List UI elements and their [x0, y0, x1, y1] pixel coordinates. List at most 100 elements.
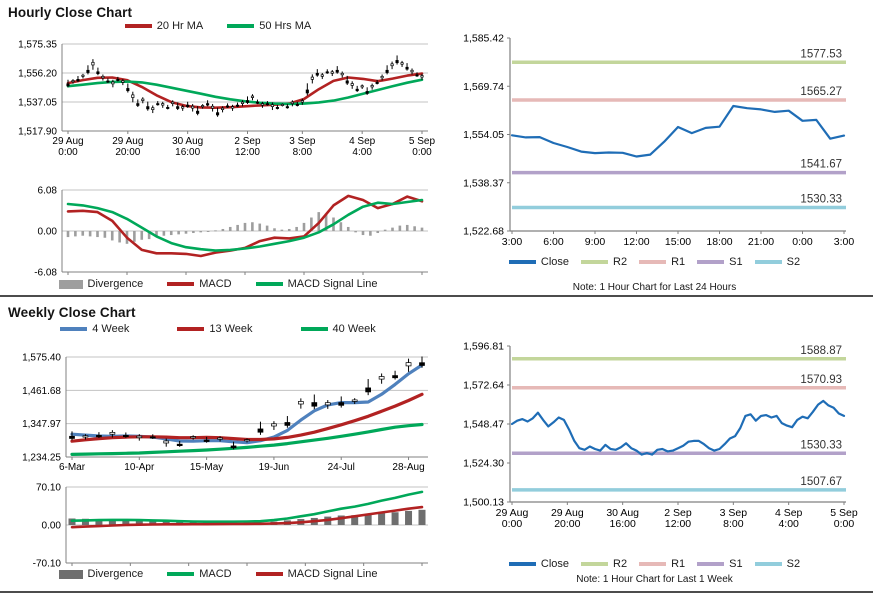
svg-text:29 Aug: 29 Aug — [496, 507, 529, 519]
svg-text:1,500.13: 1,500.13 — [463, 497, 504, 509]
legend-swatch — [177, 327, 205, 331]
legend-swatch — [508, 260, 536, 264]
legend-label: S2 — [786, 256, 801, 268]
legend-swatch — [255, 572, 283, 576]
svg-text:24-Jul: 24-Jul — [328, 462, 355, 473]
svg-text:1530.33: 1530.33 — [800, 439, 842, 451]
svg-text:1577.53: 1577.53 — [800, 48, 842, 60]
svg-text:8:00: 8:00 — [723, 518, 744, 530]
weekly-macd-chart: 70.10 0.00 -70.10 — [33, 483, 428, 570]
svg-text:3:00: 3:00 — [834, 236, 855, 248]
legend-item-divergence: Divergence — [58, 568, 143, 580]
legend-label: 13 Week — [209, 323, 253, 335]
svg-text:0:00: 0:00 — [412, 147, 432, 158]
legend-swatch — [124, 24, 152, 28]
svg-text:-70.10: -70.10 — [33, 559, 62, 570]
svg-text:9:00: 9:00 — [585, 236, 606, 248]
svg-text:1,596.81: 1,596.81 — [463, 341, 504, 353]
legend-swatch — [58, 279, 83, 289]
legend-swatch — [697, 260, 725, 264]
legend-label: Close — [540, 558, 570, 570]
hourly-section-title: Hourly Close Chart — [8, 5, 133, 20]
svg-text:1,538.37: 1,538.37 — [463, 177, 504, 189]
legend-swatch — [508, 562, 536, 566]
svg-text:28-Aug: 28-Aug — [392, 462, 424, 473]
svg-text:0.00: 0.00 — [38, 227, 58, 238]
legend-label: R2 — [613, 558, 628, 570]
svg-text:1541.67: 1541.67 — [800, 159, 842, 171]
svg-text:12:00: 12:00 — [235, 147, 260, 158]
svg-text:0:00: 0:00 — [502, 518, 523, 530]
svg-text:1,347.97: 1,347.97 — [22, 419, 61, 430]
svg-text:1,522.68: 1,522.68 — [463, 226, 504, 238]
legend-item-4-week: 4 Week — [60, 323, 129, 335]
svg-text:1,461.68: 1,461.68 — [22, 386, 61, 397]
legend-label: 50 Hrs MA — [259, 20, 312, 32]
svg-text:3 Sep: 3 Sep — [289, 136, 316, 147]
legend-swatch — [581, 260, 609, 264]
svg-text:1530.33: 1530.33 — [800, 193, 842, 205]
svg-text:1,537.05: 1,537.05 — [18, 98, 57, 109]
svg-text:6-Mar: 6-Mar — [59, 462, 86, 473]
svg-text:0:00: 0:00 — [792, 236, 813, 248]
svg-text:1,575.35: 1,575.35 — [18, 40, 57, 51]
legend-item-close: Close — [508, 256, 570, 268]
svg-text:4:00: 4:00 — [778, 518, 799, 530]
legend-label: R1 — [671, 256, 686, 268]
hourly-price-legend: 20 Hr MA 50 Hrs MA — [0, 20, 436, 32]
svg-text:1,575.40: 1,575.40 — [22, 353, 61, 364]
svg-text:1570.93: 1570.93 — [800, 374, 842, 386]
bottom-divider — [0, 591, 873, 593]
svg-text:1,548.47: 1,548.47 — [463, 419, 504, 431]
weekly-price-chart: 1,575.40 1,461.68 1,347.97 1,234.256-Mar 10-… — [22, 353, 428, 473]
legend-label: 40 Week — [332, 323, 376, 335]
svg-text:4 Sep: 4 Sep — [349, 136, 376, 147]
svg-text:18:00: 18:00 — [706, 236, 732, 248]
legend-swatch — [167, 282, 195, 286]
legend-item-40-week: 40 Week — [300, 323, 376, 335]
legend-item-r2: R2 — [581, 256, 627, 268]
svg-text:1,556.20: 1,556.20 — [18, 69, 57, 80]
hourly-pivot-note: Note: 1 Hour Chart for Last 24 Hours — [572, 282, 737, 293]
legend-label: MACD — [199, 568, 232, 580]
svg-text:10-Apr: 10-Apr — [124, 462, 155, 473]
hourly-pivot-legend: Close R2 R1 S1 S2 — [436, 256, 873, 268]
svg-text:4:00: 4:00 — [352, 147, 372, 158]
svg-text:4 Sep: 4 Sep — [775, 507, 803, 519]
svg-text:6.08: 6.08 — [38, 186, 58, 197]
legend-item-s2: S2 — [754, 558, 800, 570]
svg-text:15:00: 15:00 — [665, 236, 691, 248]
svg-text:3 Sep: 3 Sep — [720, 507, 748, 519]
svg-text:12:00: 12:00 — [665, 518, 691, 530]
svg-text:16:00: 16:00 — [175, 147, 200, 158]
svg-text:-6.08: -6.08 — [34, 268, 57, 279]
weekly-section-title: Weekly Close Chart — [8, 305, 136, 320]
svg-text:20:00: 20:00 — [115, 147, 140, 158]
legend-item-13-week: 13 Week — [177, 323, 253, 335]
legend-label: Close — [540, 256, 570, 268]
svg-text:6:00: 6:00 — [543, 236, 564, 248]
weekly-price-legend: 4 Week 13 Week 40 Week — [0, 323, 436, 335]
legend-label: R1 — [671, 558, 686, 570]
svg-text:2 Sep: 2 Sep — [234, 136, 261, 147]
svg-text:0:00: 0:00 — [58, 147, 78, 158]
legend-swatch — [300, 327, 328, 331]
svg-text:21:00: 21:00 — [748, 236, 774, 248]
legend-item-macd-signal-line: MACD Signal Line — [255, 278, 377, 290]
svg-text:1588.87: 1588.87 — [800, 345, 842, 357]
svg-text:1,585.42: 1,585.42 — [463, 33, 504, 45]
legend-swatch — [60, 327, 88, 331]
svg-text:29 Aug: 29 Aug — [112, 136, 143, 147]
legend-item-r2: R2 — [581, 558, 627, 570]
svg-text:0.00: 0.00 — [42, 521, 62, 532]
svg-text:1507.67: 1507.67 — [800, 476, 842, 488]
svg-text:1,554.05: 1,554.05 — [463, 129, 504, 141]
section-divider — [0, 295, 873, 297]
legend-item-s2: S2 — [754, 256, 801, 268]
weekly-pivot-note: Note: 1 Hour Chart for Last 1 Week — [576, 574, 733, 585]
legend-item-50-hrs-ma: 50 Hrs MA — [227, 20, 311, 32]
svg-text:15-May: 15-May — [190, 462, 223, 473]
svg-text:1,234.25: 1,234.25 — [22, 453, 61, 464]
svg-text:5 Sep: 5 Sep — [830, 507, 858, 519]
